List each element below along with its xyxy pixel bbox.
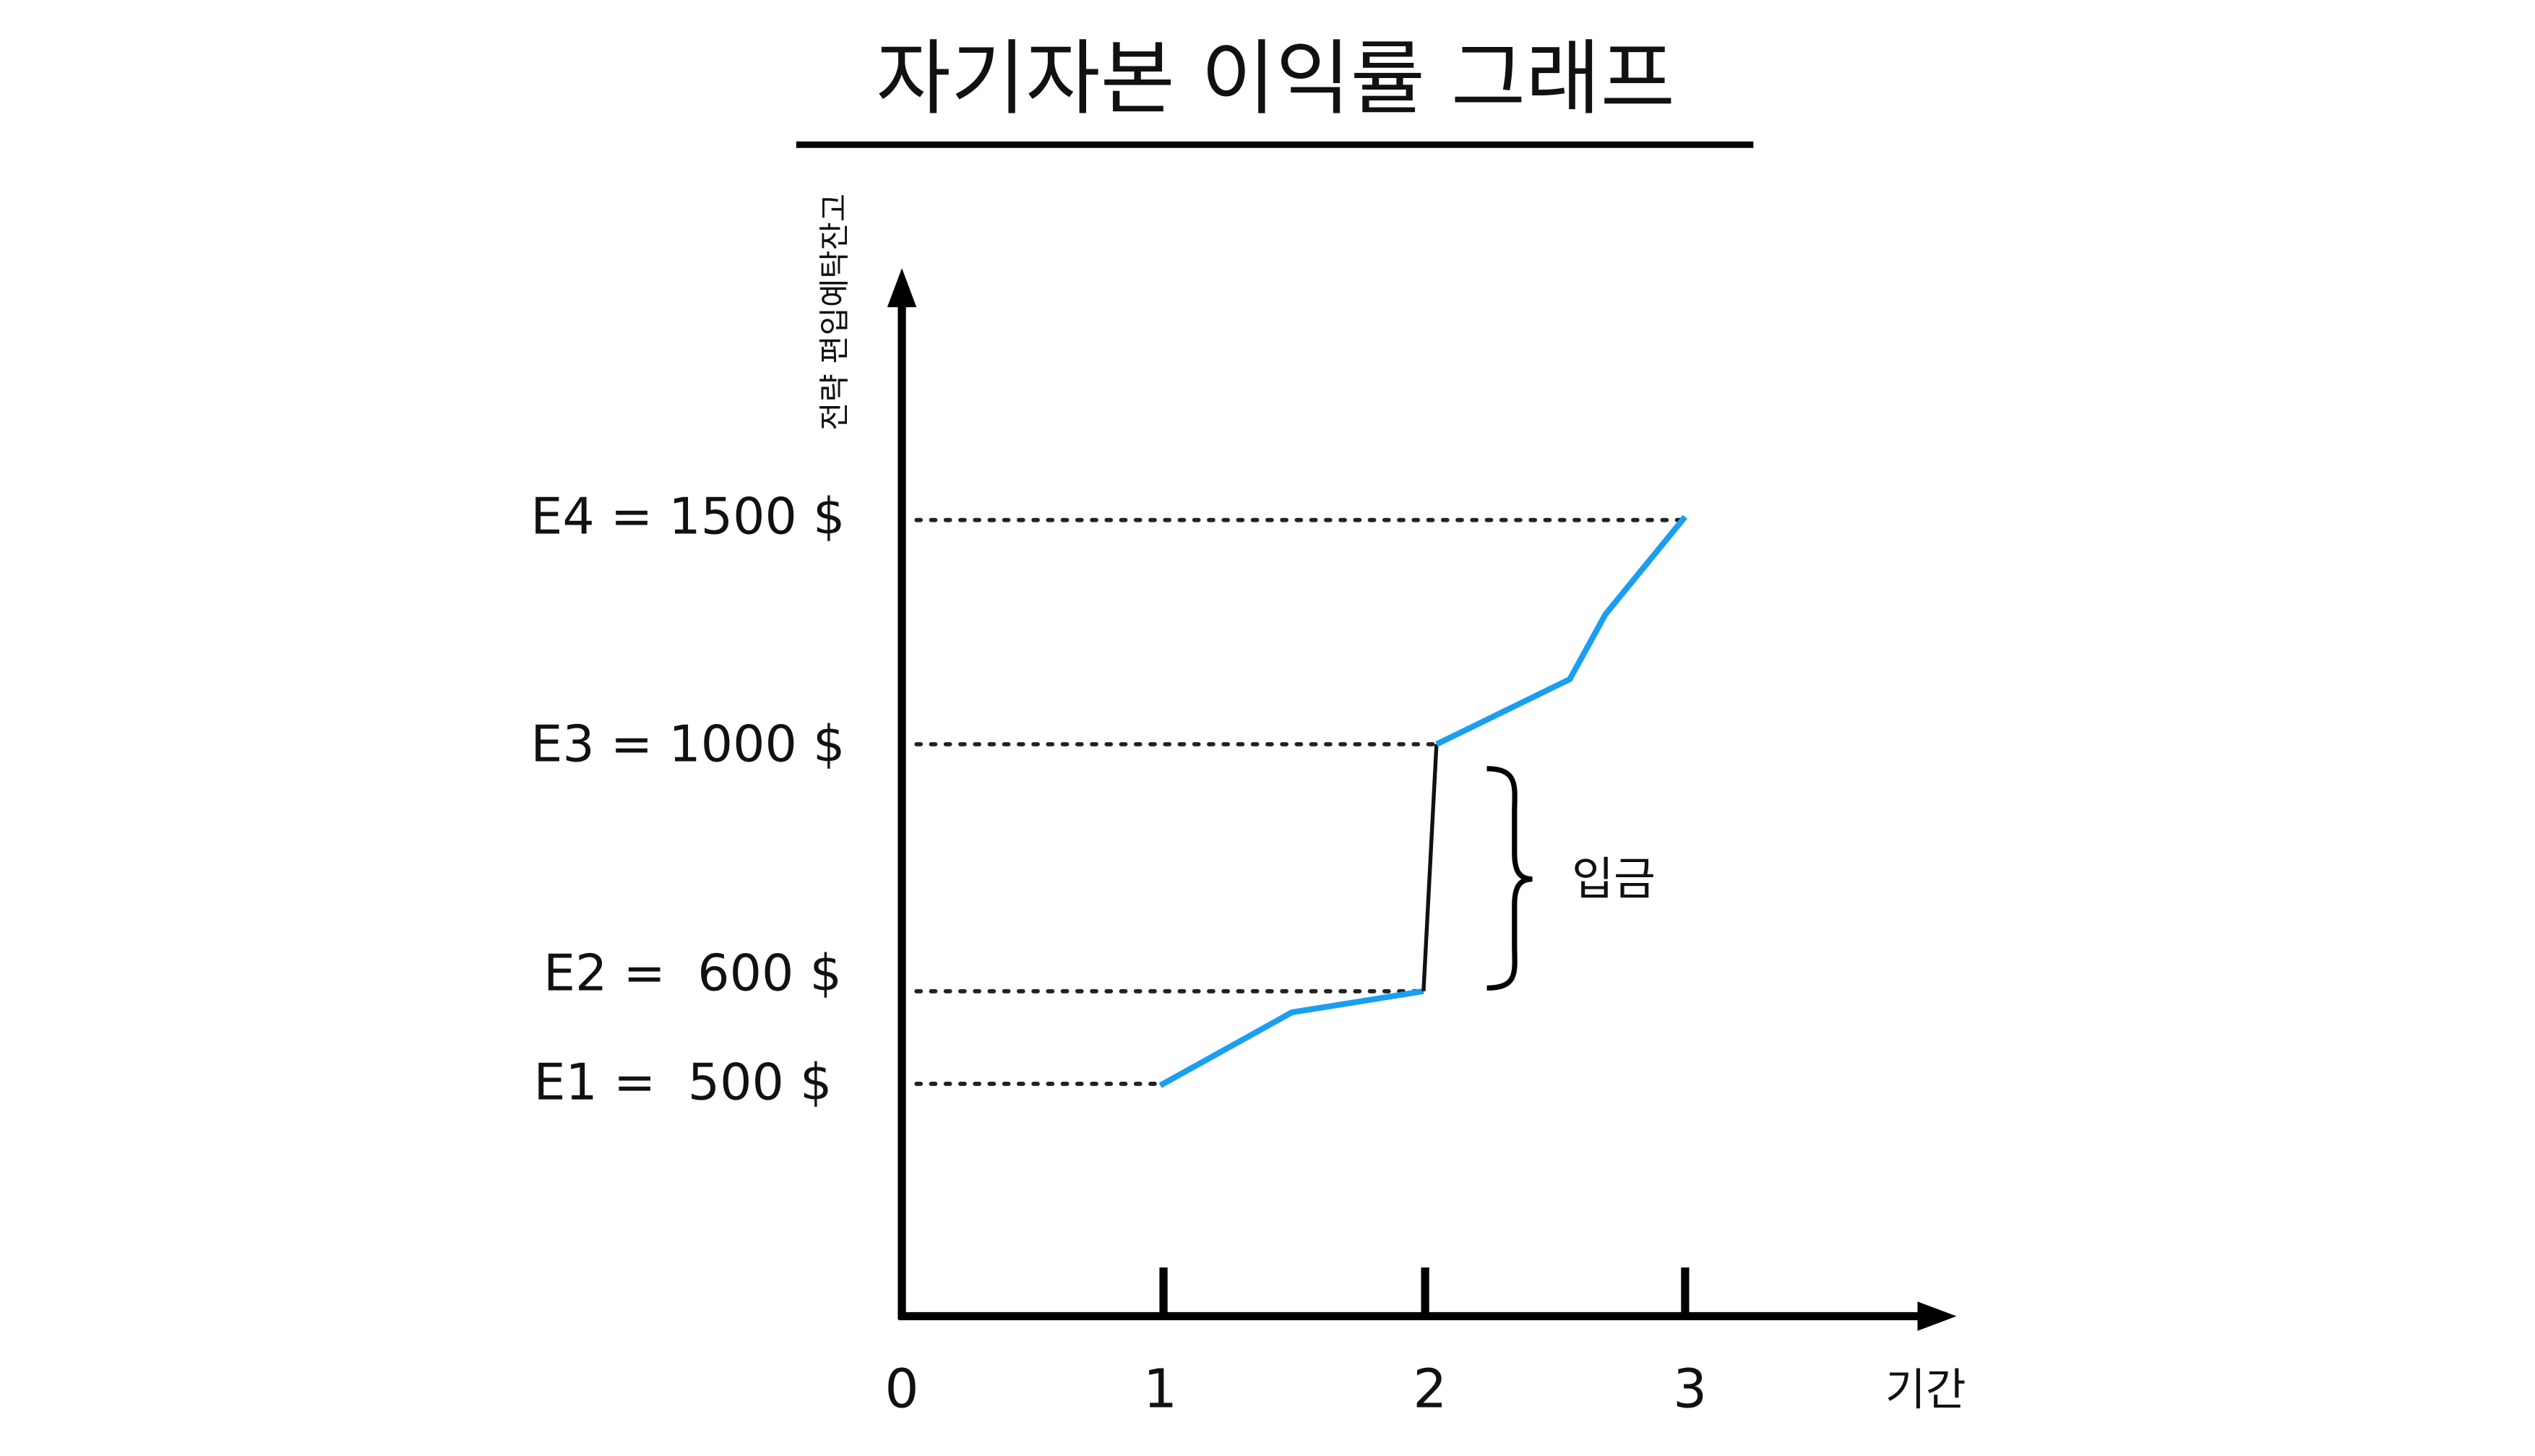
level-label: E3 = 1000 $ (530, 715, 845, 774)
equity-line (1435, 514, 1688, 747)
title: 자기자본 이익률 그래프 (876, 32, 1675, 126)
x-axis-label: 기간 (1885, 1365, 1966, 1416)
bracket-label: 입금 (1572, 853, 1656, 905)
level-label: E4 = 1500 $ (530, 488, 845, 546)
x-tick-label: 0 (885, 1358, 918, 1421)
equity-line (1158, 988, 1424, 1088)
x-tick-label: 3 (1673, 1358, 1707, 1421)
level-label: E2 = 600 $ (543, 944, 842, 1003)
x-tick-label: 2 (1413, 1358, 1447, 1421)
y-axis-arrow (887, 268, 917, 308)
x-axis-arrow (1917, 1301, 1957, 1331)
x-tick-label: 1 (1143, 1358, 1177, 1421)
deposit-jump (1421, 744, 1439, 991)
level-label: E1 = 500 $ (534, 1053, 832, 1111)
y-axis-label: 전략 편입예탁잔고 (817, 194, 853, 431)
deposit-bracket (1486, 766, 1533, 991)
